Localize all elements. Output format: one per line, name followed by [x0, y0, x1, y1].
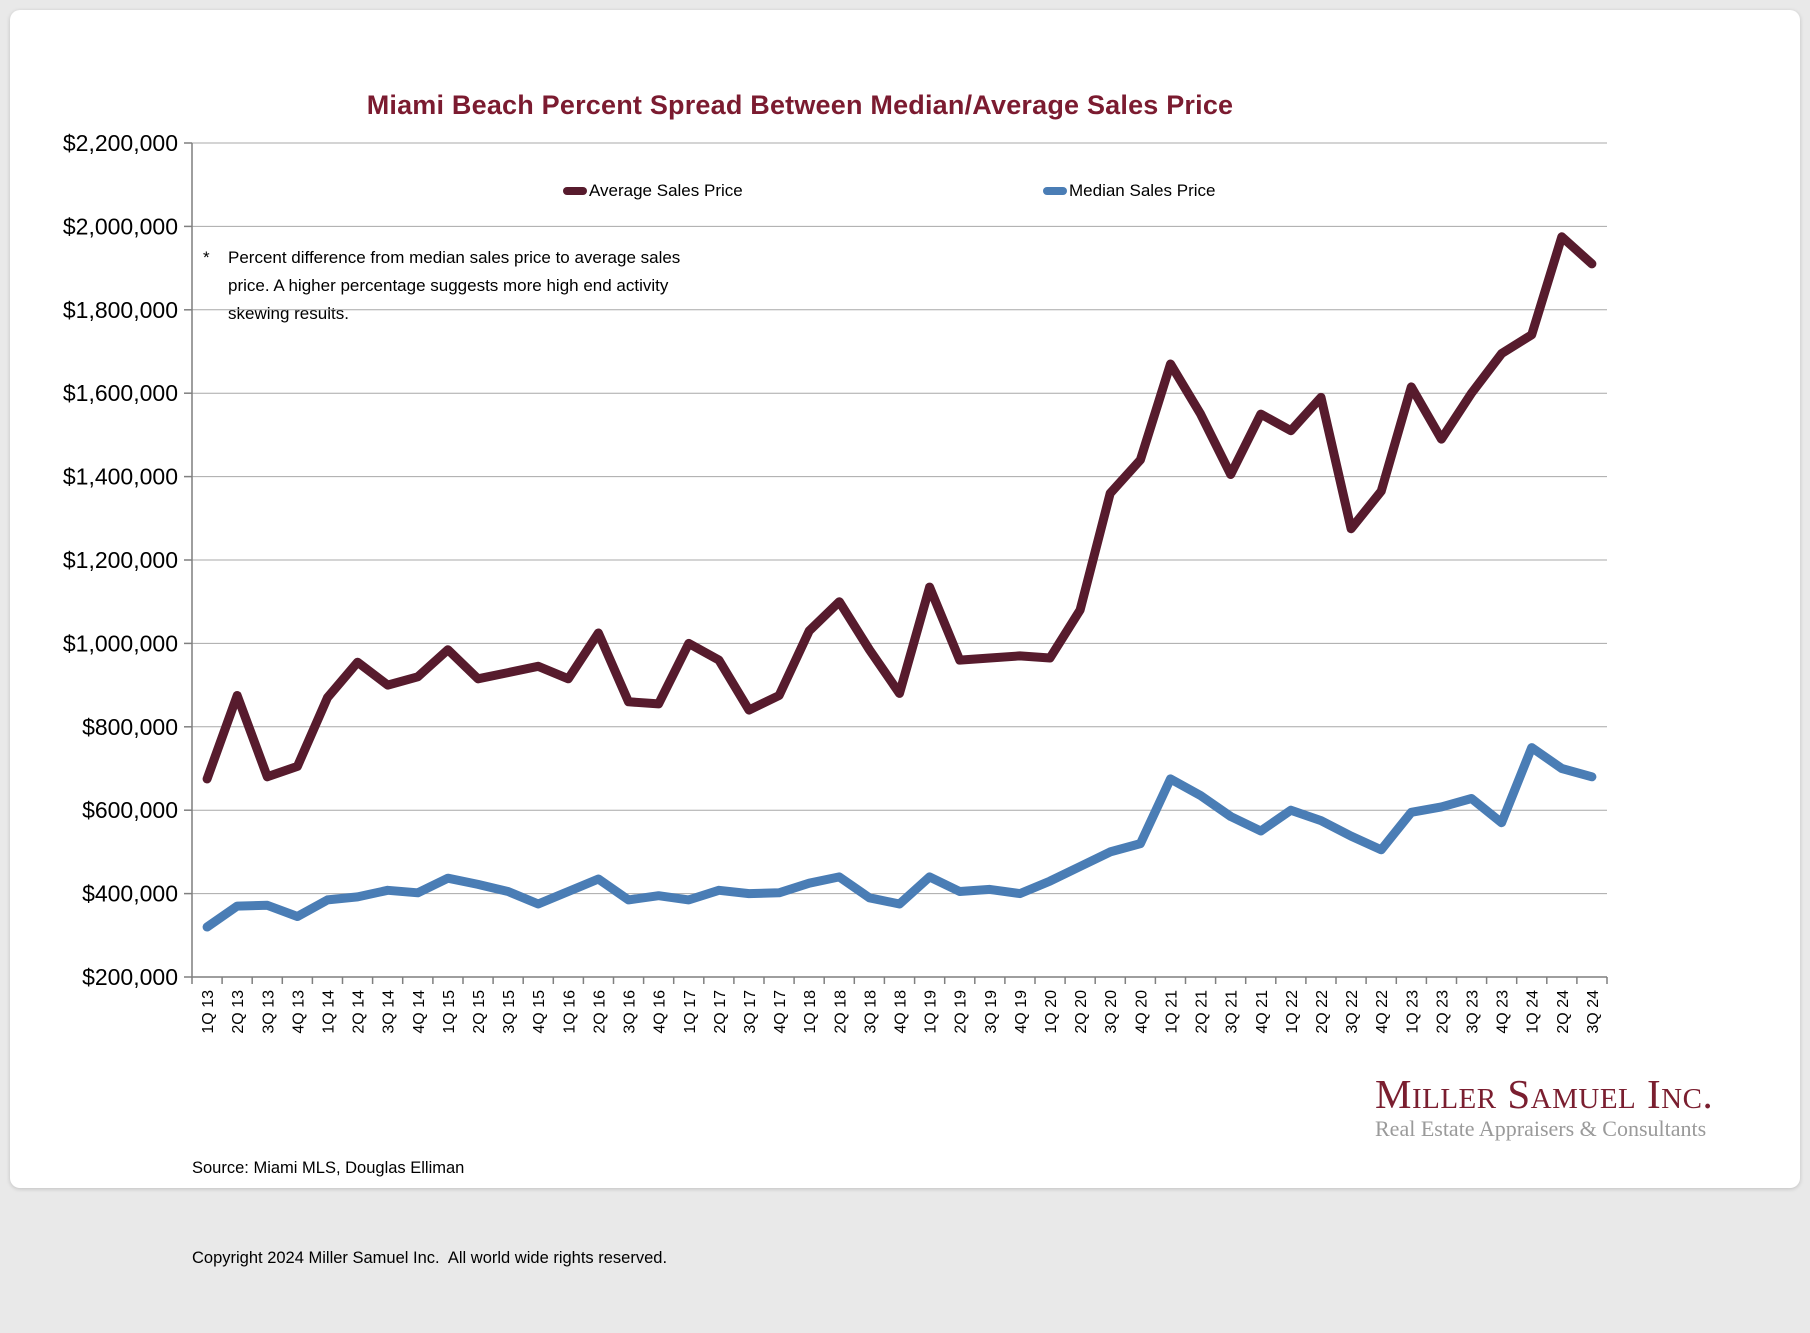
x-axis-label: 1Q 21: [1164, 990, 1181, 1034]
y-axis-label: $1,200,000: [63, 547, 178, 573]
legend-label-median: Median Sales Price: [1069, 181, 1216, 200]
x-axis-label: 2Q 21: [1194, 990, 1211, 1034]
x-axis-label: 1Q 20: [1043, 990, 1060, 1034]
footnote-asterisk: *: [203, 248, 210, 267]
x-axis-label: 4Q 17: [772, 990, 789, 1034]
x-axis-label: 2Q 20: [1073, 990, 1090, 1034]
x-axis-label: 4Q 19: [1013, 990, 1030, 1034]
y-axis-label: $600,000: [82, 797, 178, 823]
x-axis-label: 3Q 13: [260, 990, 277, 1034]
y-axis-label: $2,200,000: [63, 130, 178, 156]
y-axis-label: $1,000,000: [63, 630, 178, 656]
x-axis-label: 1Q 13: [200, 990, 217, 1034]
x-axis-label: 3Q 16: [622, 990, 639, 1034]
x-axis-label: 1Q 16: [561, 990, 578, 1034]
x-axis-label: 1Q 15: [441, 990, 458, 1034]
source-text: Source: Miami MLS, Douglas Elliman: [192, 1159, 465, 1177]
x-axis-label: 2Q 19: [953, 990, 970, 1034]
y-axis-label: $1,600,000: [63, 380, 178, 406]
line-chart-plot: $2,200,000 $2,000,000 $1,800,000 $1,600,000…: [63, 130, 1608, 1034]
x-axis-label: 2Q 14: [351, 990, 368, 1034]
x-axis-label: 2Q 18: [832, 990, 849, 1034]
x-axis-label: 2Q 16: [591, 990, 608, 1034]
x-axis-label: 4Q 16: [652, 990, 669, 1034]
x-axis-label: 2Q 15: [471, 990, 488, 1034]
average-series-swatch-icon: [563, 187, 587, 195]
logo-name-text: Miller Samuel Inc.: [1375, 1071, 1714, 1117]
x-axis-label: 1Q 19: [923, 990, 940, 1034]
x-axis-label: 1Q 23: [1404, 990, 1421, 1034]
logo-tagline-text: Real Estate Appraisers & Consultants: [1375, 1116, 1707, 1141]
footnote-text: Percent difference from median sales pri…: [228, 248, 681, 323]
median-series-swatch-icon: [1043, 187, 1067, 195]
x-axis-label: 3Q 23: [1465, 990, 1482, 1034]
x-axis-label: 3Q 21: [1224, 990, 1241, 1034]
x-axis-label: 1Q 22: [1284, 990, 1301, 1034]
x-axis-label: 2Q 24: [1555, 990, 1572, 1034]
x-axis-label: 3Q 20: [1103, 990, 1120, 1034]
x-axis-label: 3Q 18: [862, 990, 879, 1034]
x-axis-label: 2Q 13: [230, 990, 247, 1034]
y-axis-label: $800,000: [82, 714, 178, 740]
x-axis-label: 2Q 23: [1434, 990, 1451, 1034]
y-axis-label: $200,000: [82, 964, 178, 990]
legend-label-average: Average Sales Price: [589, 181, 743, 200]
x-axis-label: 1Q 14: [321, 990, 338, 1034]
x-axis-label: 4Q 21: [1254, 990, 1271, 1034]
x-axis-label: 3Q 14: [381, 990, 398, 1034]
footer: Source: Miami MLS, Douglas Elliman Copyr…: [192, 1093, 667, 1333]
footnote: * Percent difference from median sales p…: [203, 244, 706, 328]
x-axis-label: 4Q 20: [1133, 990, 1150, 1034]
median-sales-price-line: [202, 743, 1597, 932]
x-axis-label: 4Q 15: [531, 990, 548, 1034]
x-axis-label: 3Q 17: [742, 990, 759, 1034]
chart-title: Miami Beach Percent Spread Between Media…: [366, 90, 1234, 120]
x-axis-label: 4Q 13: [290, 990, 307, 1034]
y-axis-label: $1,800,000: [63, 297, 178, 323]
x-axis-label: 3Q 24: [1585, 990, 1602, 1034]
average-sales-price-line: [202, 232, 1597, 784]
y-axis-label: $400,000: [82, 881, 178, 907]
copyright-text: Copyright 2024 Miller Samuel Inc. All wo…: [192, 1249, 668, 1267]
chart-card: Miami Beach Percent Spread Between Media…: [10, 10, 1800, 1267]
x-axis-label: 4Q 22: [1374, 990, 1391, 1034]
x-axis-label: 3Q 22: [1344, 990, 1361, 1034]
x-axis-label: 2Q 17: [712, 990, 729, 1034]
legend-item-median-sales-price: Median Sales Price: [1043, 181, 1215, 201]
y-axis-label: $1,400,000: [63, 464, 178, 490]
x-axis-label: 1Q 24: [1525, 990, 1542, 1034]
x-axis-label: 4Q 23: [1495, 990, 1512, 1034]
miller-samuel-logo: Miller Samuel Inc. Real Estate Appraiser…: [1375, 1072, 1740, 1142]
x-axis-label: 4Q 18: [893, 990, 910, 1034]
x-axis-label: 4Q 14: [411, 990, 428, 1034]
x-axis-label: 3Q 15: [501, 990, 518, 1034]
legend-item-average-sales-price: Average Sales Price: [563, 181, 743, 201]
x-axis-label: 1Q 17: [682, 990, 699, 1034]
x-axis-label: 3Q 19: [983, 990, 1000, 1034]
x-axis-label: 1Q 18: [802, 990, 819, 1034]
x-axis-label: 2Q 22: [1314, 990, 1331, 1034]
y-axis-label: $2,000,000: [63, 213, 178, 239]
